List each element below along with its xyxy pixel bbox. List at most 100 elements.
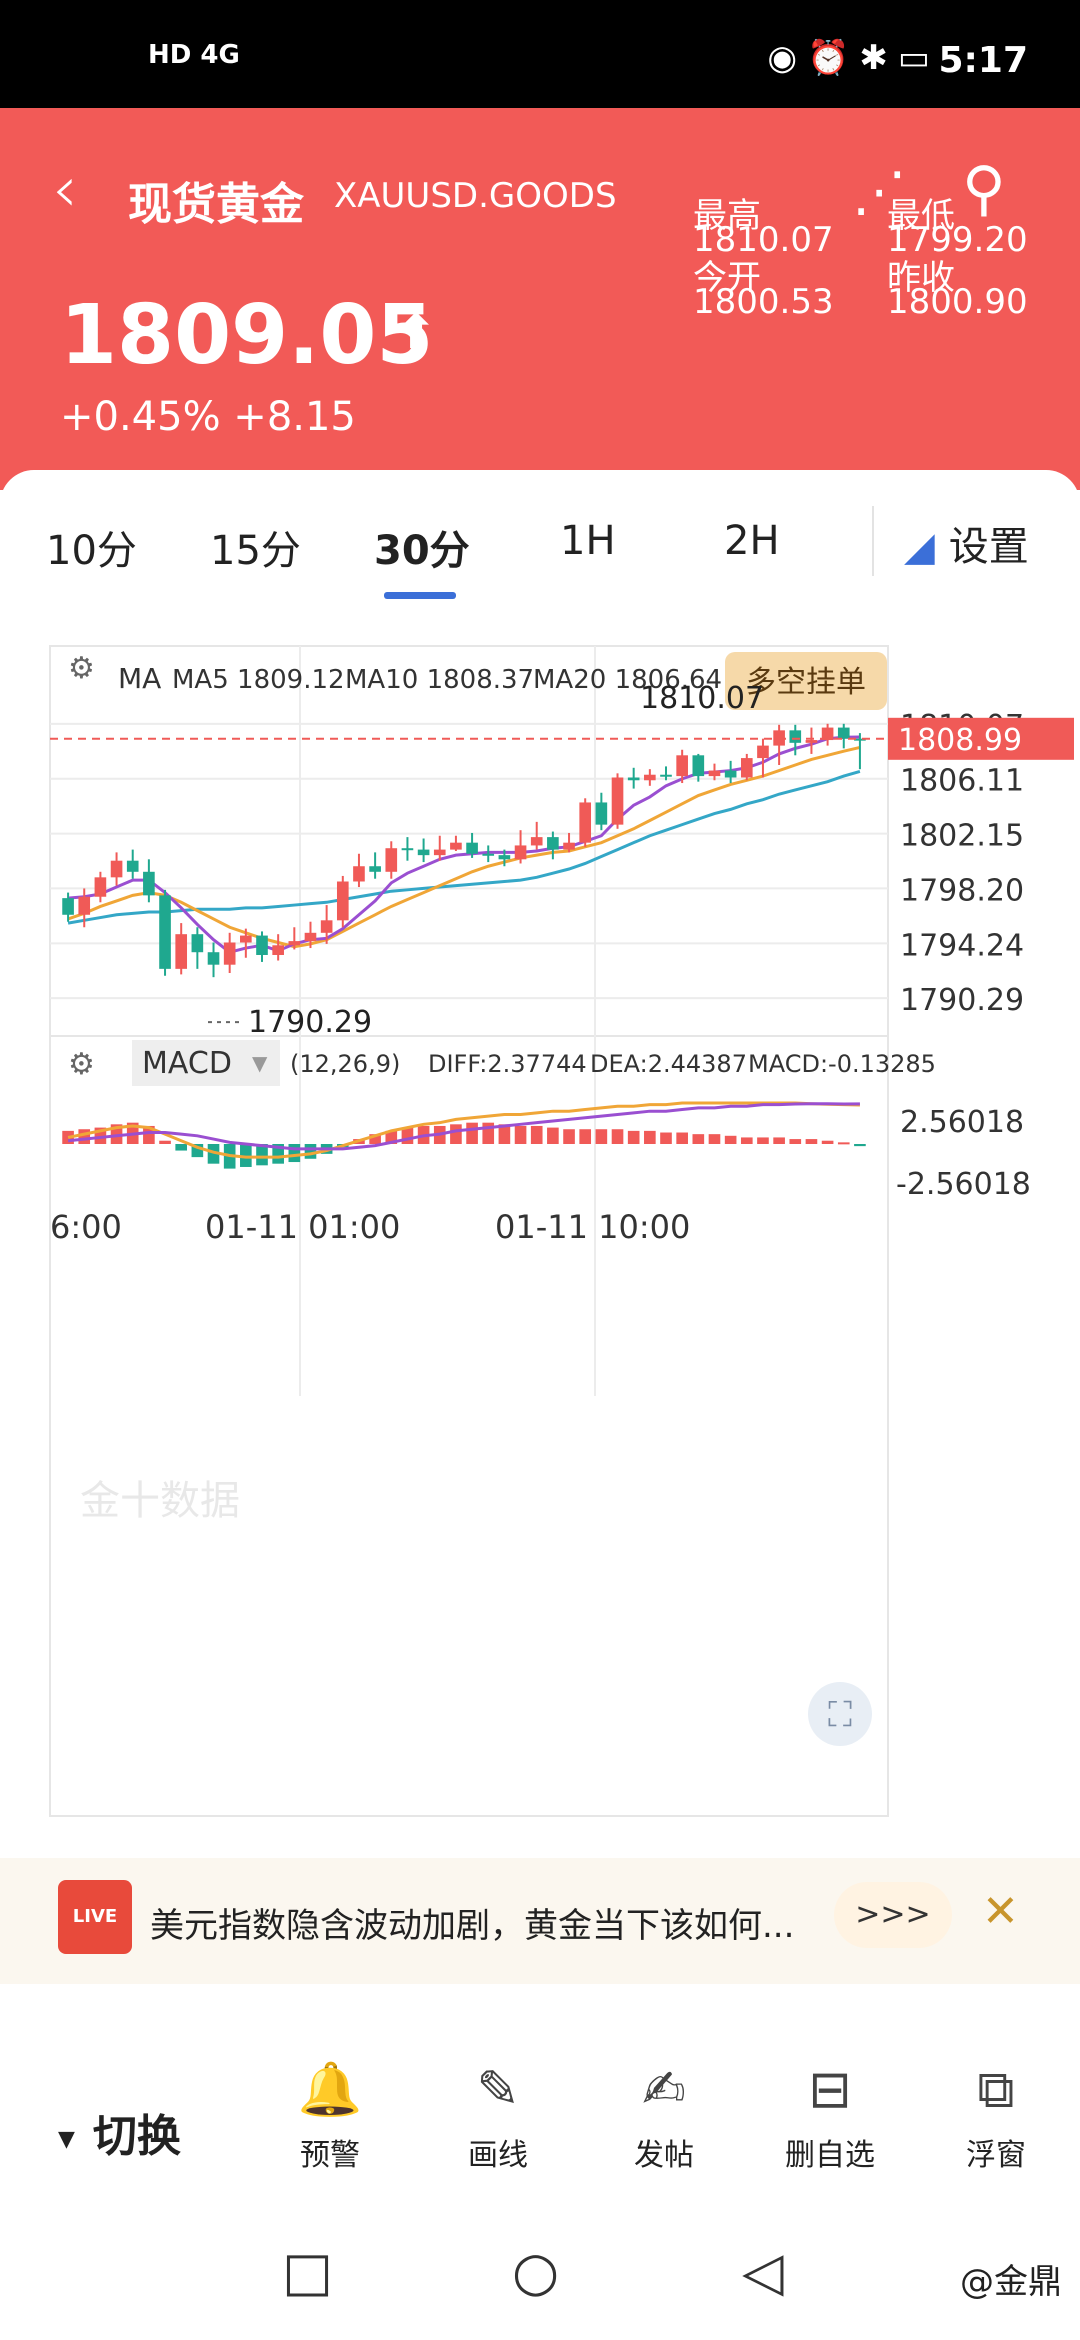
tab-30min[interactable]: 30分: [374, 528, 470, 574]
chart-icon: ◢: [904, 524, 935, 570]
stat-high-label: 最高: [693, 196, 761, 236]
gear-icon[interactable]: ⚙: [68, 651, 95, 686]
candle: [773, 724, 785, 766]
macd-bar: [272, 1144, 284, 1164]
draw-line-button[interactable]: ✎ 画线: [438, 2064, 558, 2174]
fullscreen-button[interactable]: [808, 1682, 872, 1746]
candle: [256, 931, 268, 962]
candle: [514, 830, 527, 864]
macd-bar: [450, 1124, 462, 1144]
long-short-order-button[interactable]: [725, 652, 887, 710]
macd-gear-icon[interactable]: ⚙: [68, 1047, 95, 1082]
macd-selector[interactable]: [132, 1040, 280, 1086]
long-short-order-label[interactable]: 多空挂单: [746, 665, 866, 700]
tab-1h[interactable]: 1H: [560, 518, 616, 564]
news-headline[interactable]: 美元指数隐含波动加剧，黄金当下该如何...: [150, 1906, 795, 1946]
macd-bar: [385, 1130, 398, 1144]
candle: [401, 837, 414, 861]
candle: [433, 835, 446, 861]
watermark-logo: 金十数据: [80, 1478, 240, 1524]
macd-diff-line: [67, 1101, 860, 1159]
macd-bar: [854, 1144, 866, 1147]
macd-bar: [207, 1144, 220, 1164]
back-nav-icon[interactable]: ◁: [742, 2240, 784, 2303]
macd-bar: [757, 1137, 769, 1144]
macd-bar: [611, 1129, 624, 1144]
candle-body: [514, 845, 527, 860]
candle-body: [191, 934, 204, 953]
macd-bar: [288, 1144, 301, 1163]
candle: [175, 923, 188, 975]
candle-body: [854, 738, 866, 741]
stat-prevclose-label: 昨收: [887, 258, 955, 298]
candle-body: [466, 842, 478, 854]
candle-body: [837, 727, 850, 739]
price-change: +0.45% +8.15: [60, 394, 356, 440]
macd-bar: [256, 1144, 268, 1166]
price-axis: 1810.071806.111802.151798.201794.241790.…: [900, 709, 1024, 1018]
news-more-button[interactable]: >>>: [834, 1882, 952, 1948]
candle: [837, 723, 850, 749]
candle: [482, 845, 495, 863]
chart-area[interactable]: 1810.07 1806.11 1802.15 1798.20 1794.24 1790.…: [0, 604, 1080, 1864]
candle: [369, 852, 381, 879]
macd-bar: [175, 1144, 188, 1151]
candle: [143, 859, 155, 903]
y-tick-label: 1806.11: [900, 764, 1024, 799]
macd-bar: [692, 1134, 705, 1144]
candle: [191, 927, 204, 969]
post-label: 发帖: [634, 2138, 694, 2173]
float-window-button[interactable]: ⧉ 浮窗: [936, 2064, 1056, 2174]
time-axis: 6:00 01-11 01:00 01-11 10:00: [50, 1208, 690, 1246]
switch-button[interactable]: ▼ 切换: [58, 2100, 181, 2164]
candle-body: [288, 941, 301, 946]
fullscreen-icon[interactable]: ⛶: [828, 1695, 852, 1735]
tab-15min[interactable]: 15分: [210, 528, 301, 574]
candle: [644, 769, 656, 786]
candlestick-chart[interactable]: 1810.07 1806.11 1802.15 1798.20 1794.24 1790.…: [0, 604, 1080, 1864]
chart-settings-button[interactable]: ◢ 设置: [904, 514, 1029, 572]
chevron-down-icon[interactable]: ▼: [252, 1051, 268, 1075]
remove-watchlist-button[interactable]: ⊟ 删自选: [770, 2064, 890, 2174]
back-icon[interactable]: ‹: [52, 153, 78, 227]
close-icon[interactable]: ✕: [982, 1886, 1019, 1937]
candle: [336, 875, 349, 928]
recents-icon[interactable]: □: [282, 2240, 334, 2303]
candle: [126, 849, 139, 879]
ma5-legend: MA5 1809.12: [172, 665, 345, 695]
candle: [611, 773, 624, 829]
tab-10min[interactable]: 10分: [46, 528, 137, 574]
macd-bar: [627, 1130, 640, 1144]
current-price: 1809.05: [60, 288, 434, 383]
quote-header: ‹ 现货黄金 XAUUSD.GOODS ⋰ ⚲ 1809.05 ⬆ +0.45%…: [0, 108, 1080, 490]
candle-body: [595, 802, 608, 825]
candle-body: [498, 855, 511, 860]
bell-icon: 🔔: [297, 2060, 363, 2120]
macd-bar: [110, 1124, 123, 1144]
search-icon[interactable]: ⚲: [962, 154, 1006, 224]
macd-bar: [143, 1125, 155, 1144]
candle: [740, 753, 753, 781]
up-arrow-icon: ⬆: [396, 304, 437, 360]
macd-bar: [660, 1132, 672, 1144]
candle-body: [126, 860, 139, 872]
candle: [498, 849, 511, 867]
period-tabs: 10分 15分 30分 1H 2H ◢ 设置: [0, 470, 1080, 604]
alert-button[interactable]: 🔔 预警: [270, 2064, 390, 2174]
macd-bar: [159, 1140, 171, 1144]
home-icon[interactable]: ○: [512, 2240, 560, 2303]
share-icon[interactable]: ⋰: [852, 160, 906, 223]
news-banner[interactable]: LIVE 美元指数隐含波动加剧，黄金当下该如何... >>> ✕: [0, 1858, 1080, 1984]
candle-body: [110, 860, 123, 878]
network-indicator: HD 4G: [148, 40, 240, 70]
candle-body: [724, 770, 737, 778]
candle: [94, 871, 107, 903]
candle: [692, 753, 705, 782]
macd-selector-label[interactable]: MACD: [142, 1046, 232, 1081]
candle: [223, 932, 236, 974]
x-tick-label: 01-11 10:00: [495, 1208, 690, 1246]
tab-2h[interactable]: 2H: [724, 518, 780, 564]
current-price-tag: [888, 717, 1074, 760]
post-button[interactable]: ✍ 发帖: [604, 2064, 724, 2174]
candle-body: [740, 758, 753, 778]
